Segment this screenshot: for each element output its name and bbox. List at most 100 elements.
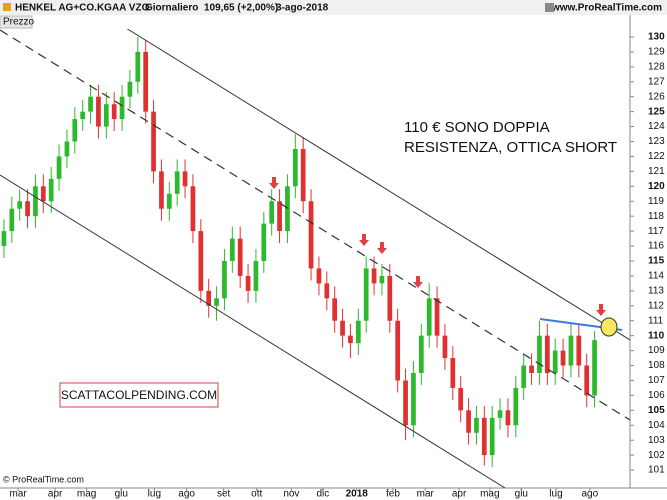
candle-body xyxy=(182,171,188,187)
candle-body xyxy=(111,104,117,120)
candle-body xyxy=(1,231,7,247)
icon xyxy=(3,3,11,11)
candle-body xyxy=(481,417,487,456)
y-tick-label: 107 xyxy=(648,375,665,386)
candle-body xyxy=(442,335,448,359)
y-tick-label: 112 xyxy=(648,300,664,311)
y-tick-label: 114 xyxy=(648,271,664,282)
y-tick-label: 130 xyxy=(648,32,665,43)
date: 3-ago-2018 xyxy=(276,3,329,14)
y-tick-label: 102 xyxy=(648,450,665,461)
y-tick-label: 123 xyxy=(648,136,665,147)
candle-body xyxy=(411,373,416,426)
candle-body xyxy=(159,171,164,209)
watermark: SCATTACOLPENDING.COM xyxy=(61,388,217,402)
x-tick-label: nov xyxy=(283,489,299,500)
y-tick-label: 108 xyxy=(648,360,665,371)
y-tick-label: 115 xyxy=(648,256,665,267)
candle-body xyxy=(245,275,251,291)
candle-body xyxy=(403,380,408,426)
candle-body xyxy=(379,275,385,284)
candle-body xyxy=(174,171,180,194)
candle-body xyxy=(222,260,227,299)
x-tick-label: giu xyxy=(515,489,528,500)
y-tick-label: 129 xyxy=(648,47,665,58)
candle-body xyxy=(529,365,534,374)
copyright: © ProRealTime.com xyxy=(3,474,84,484)
y-tick-label: 117 xyxy=(648,226,664,237)
candle-body xyxy=(395,320,401,381)
candle-body xyxy=(198,231,204,291)
header-bar xyxy=(0,0,667,15)
x-tick-label: apr xyxy=(452,489,467,500)
candle-body xyxy=(324,283,330,299)
x-tick-label: ago xyxy=(178,489,195,500)
x-tick-label: mag xyxy=(77,489,96,500)
y-tick-label: 104 xyxy=(648,420,665,431)
candle-body xyxy=(560,350,566,366)
candle-body xyxy=(285,186,290,232)
candle-body xyxy=(214,298,219,306)
candle-body xyxy=(80,111,86,120)
candle-body xyxy=(40,186,46,202)
candle-body xyxy=(576,335,582,366)
candle-body xyxy=(261,223,267,261)
candle-body xyxy=(25,201,30,217)
candle-body xyxy=(64,141,70,157)
candle-body xyxy=(513,387,519,426)
candle-body xyxy=(458,387,464,411)
candle-body xyxy=(300,148,306,202)
candle-body xyxy=(434,298,440,336)
y-tick-label: 101 xyxy=(648,465,665,476)
x-tick-label: feb xyxy=(386,489,400,500)
y-tick-label: 128 xyxy=(648,61,665,72)
annotation: RESISTENZA, OTTICA SHORT xyxy=(404,139,617,156)
candle-body xyxy=(277,201,282,232)
y-tick-label: 122 xyxy=(648,151,665,162)
candle-body xyxy=(363,268,369,321)
x-tick-label: set xyxy=(217,489,231,500)
candle-body xyxy=(308,201,314,269)
y-tick-label: 120 xyxy=(648,181,665,192)
panel-label-box xyxy=(0,15,33,29)
candle-body xyxy=(253,260,259,291)
arrow xyxy=(413,276,423,288)
annotation: 110 € SONO DOPPIA xyxy=(404,119,550,136)
candle-body xyxy=(229,238,235,261)
candle-body xyxy=(292,148,298,187)
candle-body xyxy=(466,410,471,433)
y-tick-label: 109 xyxy=(648,345,665,356)
candle-body xyxy=(72,119,78,142)
candle-body xyxy=(521,365,527,388)
candle-body xyxy=(56,156,62,179)
candle-body xyxy=(489,417,495,456)
candle-body xyxy=(497,410,503,418)
x-tick-label: mar xyxy=(417,489,435,500)
y-tick-label: 121 xyxy=(648,166,665,177)
candle-body xyxy=(426,298,432,336)
candle-body xyxy=(544,335,550,374)
arrow xyxy=(359,234,369,246)
y-tick-label: 111 xyxy=(648,315,664,326)
trend-line xyxy=(0,174,506,488)
candle-body xyxy=(450,358,456,388)
highlight xyxy=(600,317,618,337)
candle-body xyxy=(584,365,590,396)
arrows xyxy=(269,177,606,316)
x-tick-label: mag xyxy=(480,489,499,500)
candle-body xyxy=(316,268,322,284)
arrow xyxy=(596,304,606,316)
last-price: 109,65 (+2,00%) xyxy=(204,3,278,14)
candle-body xyxy=(96,96,101,127)
candle-body xyxy=(119,96,125,120)
period: Giornaliero xyxy=(145,3,198,14)
y-tick-label: 116 xyxy=(648,241,664,252)
y-tick-label: 127 xyxy=(648,76,665,87)
y-tick-label: 118 xyxy=(648,211,664,222)
y-tick-label: 119 xyxy=(648,196,664,207)
x-tick-label: apr xyxy=(48,489,63,500)
candle-body xyxy=(592,340,597,396)
candle-body xyxy=(127,81,133,97)
candle-body xyxy=(206,290,212,306)
